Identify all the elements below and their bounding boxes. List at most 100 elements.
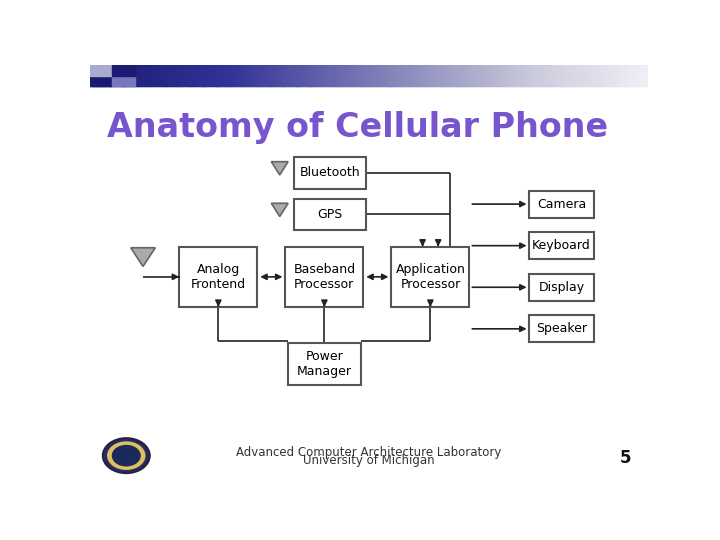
Bar bbox=[137, 65, 140, 86]
Bar bbox=[358, 65, 361, 86]
Bar bbox=[462, 65, 465, 86]
Bar bbox=[347, 65, 350, 86]
Bar bbox=[155, 65, 158, 86]
Bar bbox=[287, 65, 290, 86]
Text: Anatomy of Cellular Phone: Anatomy of Cellular Phone bbox=[107, 111, 608, 144]
Text: Speaker: Speaker bbox=[536, 322, 587, 335]
Bar bbox=[473, 65, 476, 86]
Bar bbox=[533, 65, 536, 86]
Bar bbox=[294, 65, 297, 86]
Bar bbox=[607, 65, 610, 86]
Polygon shape bbox=[131, 248, 156, 266]
Bar bbox=[118, 65, 121, 86]
FancyBboxPatch shape bbox=[294, 157, 366, 188]
Bar bbox=[518, 65, 521, 86]
Bar bbox=[224, 65, 227, 86]
Bar bbox=[339, 65, 342, 86]
Bar bbox=[207, 65, 210, 86]
Bar bbox=[354, 65, 357, 86]
Polygon shape bbox=[271, 203, 288, 217]
Bar bbox=[269, 65, 271, 86]
Bar bbox=[230, 65, 233, 86]
Bar bbox=[220, 65, 223, 86]
Bar bbox=[613, 65, 616, 86]
Bar bbox=[209, 65, 212, 86]
Bar bbox=[99, 65, 102, 86]
Bar bbox=[317, 65, 320, 86]
Text: Baseband
Processor: Baseband Processor bbox=[293, 263, 356, 291]
Bar bbox=[144, 65, 147, 86]
Bar bbox=[445, 65, 449, 86]
FancyBboxPatch shape bbox=[392, 247, 469, 307]
FancyBboxPatch shape bbox=[288, 343, 361, 385]
Bar bbox=[488, 65, 491, 86]
Bar bbox=[90, 65, 112, 76]
Bar bbox=[593, 65, 595, 86]
Bar bbox=[440, 65, 443, 86]
FancyBboxPatch shape bbox=[285, 247, 364, 307]
Bar bbox=[107, 65, 109, 86]
Bar bbox=[596, 65, 599, 86]
Bar bbox=[395, 65, 398, 86]
Bar bbox=[564, 65, 567, 86]
Bar bbox=[157, 65, 160, 86]
Bar bbox=[577, 65, 580, 86]
Text: University of Michigan: University of Michigan bbox=[303, 454, 435, 467]
Bar bbox=[112, 76, 135, 86]
Bar bbox=[185, 65, 188, 86]
Bar bbox=[237, 65, 240, 86]
Bar bbox=[116, 65, 119, 86]
Bar bbox=[90, 76, 112, 86]
Bar bbox=[177, 65, 181, 86]
Bar bbox=[364, 65, 366, 86]
Bar bbox=[546, 65, 549, 86]
Bar bbox=[606, 65, 608, 86]
Bar bbox=[481, 65, 484, 86]
Bar bbox=[298, 65, 301, 86]
Bar bbox=[485, 65, 487, 86]
Bar bbox=[373, 65, 376, 86]
Bar bbox=[153, 65, 156, 86]
Bar bbox=[151, 65, 154, 86]
Bar bbox=[258, 65, 261, 86]
Bar bbox=[94, 65, 96, 86]
Bar bbox=[189, 65, 192, 86]
Bar bbox=[557, 65, 560, 86]
Text: Display: Display bbox=[539, 281, 585, 294]
Bar bbox=[380, 65, 383, 86]
Bar bbox=[320, 65, 323, 86]
Bar bbox=[226, 65, 229, 86]
Bar bbox=[512, 65, 516, 86]
Bar bbox=[324, 65, 328, 86]
Bar bbox=[588, 65, 591, 86]
Bar bbox=[574, 65, 577, 86]
Bar bbox=[244, 65, 248, 86]
Bar bbox=[539, 65, 541, 86]
Bar bbox=[252, 65, 255, 86]
Bar bbox=[253, 65, 256, 86]
Bar bbox=[96, 65, 99, 86]
Bar bbox=[637, 65, 640, 86]
FancyBboxPatch shape bbox=[529, 191, 593, 218]
Bar bbox=[114, 65, 117, 86]
Bar bbox=[222, 65, 225, 86]
Bar bbox=[469, 65, 472, 86]
Bar bbox=[90, 65, 93, 86]
Bar bbox=[432, 65, 435, 86]
Bar bbox=[587, 65, 590, 86]
Bar bbox=[482, 65, 485, 86]
Bar bbox=[343, 65, 346, 86]
Bar bbox=[361, 65, 364, 86]
Bar bbox=[400, 65, 404, 86]
Bar bbox=[166, 65, 169, 86]
Bar bbox=[336, 65, 338, 86]
Bar bbox=[438, 65, 441, 86]
Bar bbox=[310, 65, 312, 86]
Bar bbox=[352, 65, 355, 86]
Bar bbox=[183, 65, 186, 86]
Bar bbox=[278, 65, 281, 86]
Bar bbox=[266, 65, 270, 86]
Bar bbox=[492, 65, 495, 86]
Bar bbox=[198, 65, 201, 86]
Bar bbox=[190, 65, 194, 86]
